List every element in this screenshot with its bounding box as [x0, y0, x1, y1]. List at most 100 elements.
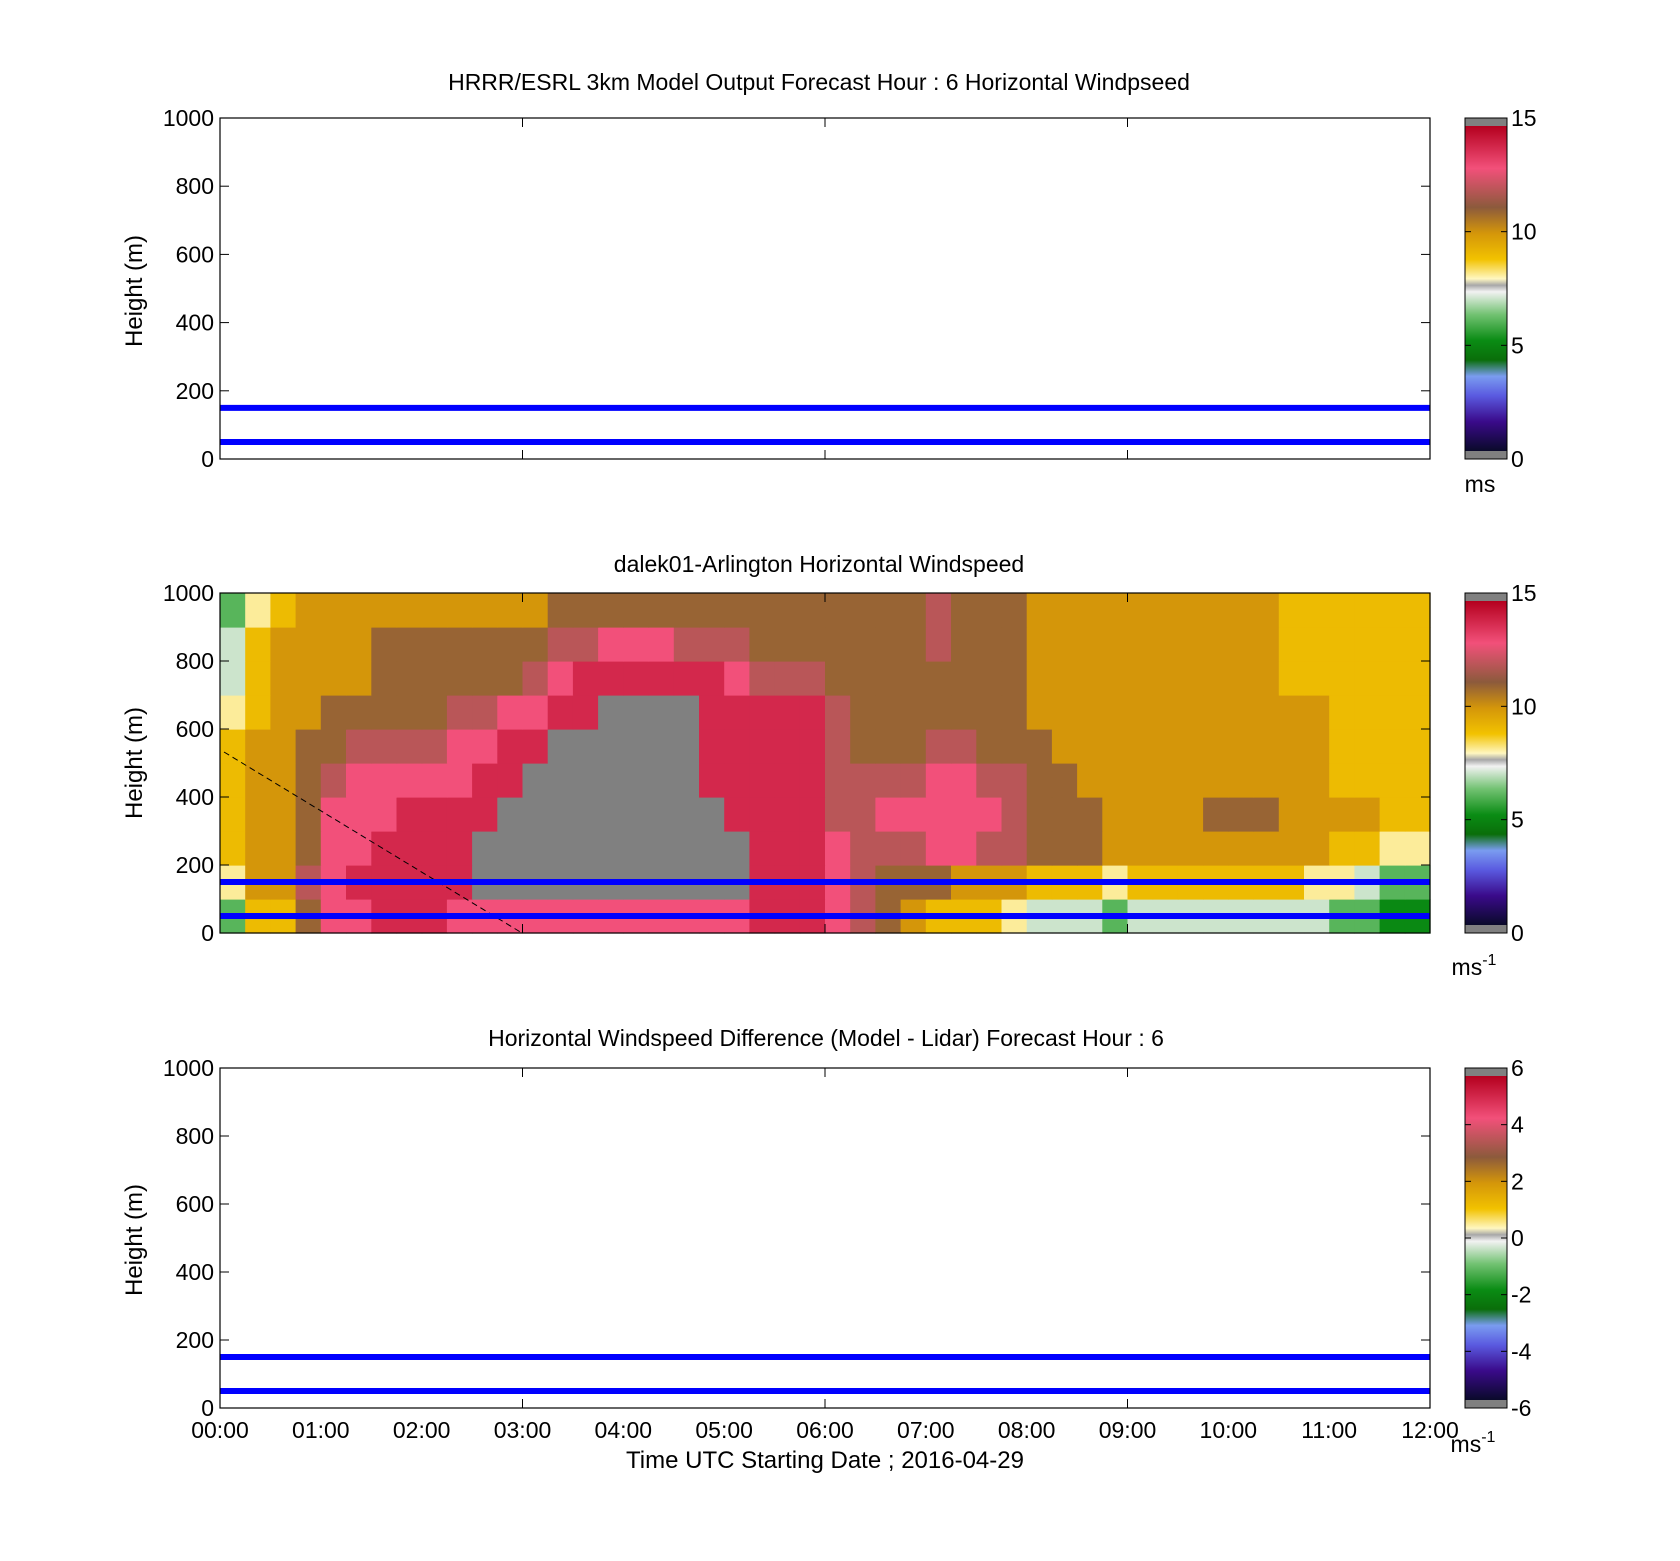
heatmap-cell: [724, 627, 750, 662]
heatmap-cell: [1077, 627, 1103, 662]
heatmap-cell: [1253, 797, 1280, 832]
heatmap-cell: [522, 593, 549, 628]
heatmap-cell: [270, 797, 297, 832]
colorbar-ticks: 0 5 10 15: [1465, 580, 1537, 946]
heatmap-cell: [1253, 695, 1280, 730]
x-tick-label: 08:00: [998, 1417, 1056, 1443]
heatmap-cell: [699, 593, 725, 628]
heatmap-cell: [1404, 763, 1431, 798]
heatmap-cell: [724, 695, 750, 730]
heatmap-cell: [724, 797, 750, 832]
heatmap-cell: [320, 797, 347, 832]
heatmap-cell: [1152, 797, 1179, 832]
colorbar-tick-label: 0: [1511, 1225, 1524, 1251]
colorbar-tick-label: 2: [1511, 1168, 1524, 1194]
heatmap-cell: [623, 763, 650, 798]
heatmap-cell: [1177, 627, 1204, 662]
heatmap-cell: [1203, 831, 1229, 866]
heatmap-cell: [446, 593, 473, 628]
heatmap-cell: [1001, 797, 1028, 832]
heatmap-cell: [1278, 797, 1305, 832]
x-tick-label: 01:00: [292, 1417, 350, 1443]
heatmap-cell: [446, 695, 473, 730]
heatmap-cell: [270, 661, 297, 696]
heatmap-cell: [446, 729, 473, 764]
heatmap-cell: [1152, 661, 1179, 696]
heatmap-cell: [875, 695, 902, 730]
heatmap-cell: [598, 797, 624, 832]
heatmap-cell: [270, 593, 297, 628]
colorbar-gradient: [1465, 601, 1507, 925]
heatmap-cell: [270, 763, 297, 798]
heatmap-cell: [648, 797, 675, 832]
heatmap-cell: [1253, 593, 1280, 628]
heatmap-cell: [472, 695, 498, 730]
heatmap-cell: [1228, 695, 1255, 730]
heatmap-cell: [421, 593, 448, 628]
heatmap-cell: [1177, 661, 1204, 696]
heatmap-cell: [1304, 763, 1330, 798]
plot-frame: [219, 1067, 1431, 1409]
heatmap-cell: [245, 797, 271, 832]
heatmap-cell: [270, 627, 297, 662]
heatmap-cell: [346, 695, 372, 730]
heatmap-cell: [1152, 831, 1179, 866]
heatmap-cell: [1228, 627, 1255, 662]
heatmap-cell: [749, 831, 776, 866]
y-tick-label: 1000: [163, 1055, 214, 1081]
heatmap-cell: [1203, 661, 1229, 696]
heatmap-cell: [1102, 593, 1129, 628]
colorbar-unit-base: ms: [1452, 954, 1483, 980]
heatmap-cell: [320, 729, 347, 764]
heatmap-cell: [1177, 695, 1204, 730]
heatmap-cell: [875, 831, 902, 866]
heatmap-cell: [396, 729, 423, 764]
heatmap-cell: [673, 763, 700, 798]
y-tick-label: 0: [201, 920, 214, 946]
heatmap-cell: [1404, 729, 1431, 764]
colorbar-top-cap: [1465, 593, 1507, 601]
heatmap-cell: [673, 695, 700, 730]
y-tick-label: 0: [201, 1395, 214, 1421]
heatmap-cell: [1379, 831, 1406, 866]
heatmap-cell: [421, 797, 448, 832]
heatmap-cell: [648, 831, 675, 866]
heatmap-cell: [245, 763, 271, 798]
colorbar-tick-label: -6: [1511, 1395, 1531, 1421]
heatmap-cell: [1051, 661, 1078, 696]
heatmap-cell: [1404, 797, 1431, 832]
heatmap-cell: [1127, 831, 1154, 866]
heatmap-cell: [900, 797, 927, 832]
heatmap-cell: [220, 627, 246, 662]
heatmap-cell: [598, 695, 624, 730]
heatmap-cell: [1077, 593, 1103, 628]
heatmap-cell: [749, 593, 776, 628]
y-tick-label: 200: [176, 852, 214, 878]
heatmap-cell: [799, 797, 826, 832]
x-tick-label: 10:00: [1200, 1417, 1258, 1443]
heatmap-cell: [1051, 797, 1078, 832]
colorbar-unit-exponent: -1: [1482, 952, 1496, 969]
heatmap-cell: [976, 661, 1003, 696]
heatmap-cell: [825, 797, 851, 832]
heatmap-cell: [598, 831, 624, 866]
heatmap-cell: [472, 729, 498, 764]
heatmap-cell: [295, 763, 322, 798]
colorbar-ticks: -6 -4 -2 0 2 4 6: [1465, 1055, 1532, 1421]
colorbar-tick-label: 15: [1511, 580, 1537, 606]
heatmap-cell: [1228, 661, 1255, 696]
heatmap-cell: [547, 593, 574, 628]
heatmap-cell: [497, 797, 524, 832]
heatmap-cell: [1077, 831, 1103, 866]
difference-panel: Horizontal Windspeed Difference (Model -…: [121, 1025, 1532, 1474]
heatmap-cell: [1127, 627, 1154, 662]
heatmap-cell: [1203, 695, 1229, 730]
heatmap-cell: [749, 661, 776, 696]
colorbar-unit: ms-1: [1452, 952, 1497, 980]
reference-lines: [220, 1354, 1430, 1394]
heatmap-cell: [1026, 695, 1053, 730]
heatmap-cell: [1278, 729, 1305, 764]
y-tick-label: 600: [176, 1191, 214, 1217]
heatmap-cell: [245, 695, 271, 730]
heatmap-cell: [547, 661, 574, 696]
